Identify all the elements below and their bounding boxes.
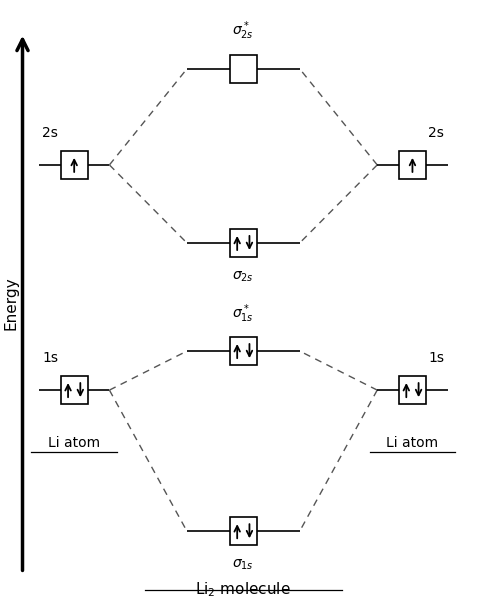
Text: Li atom: Li atom [385, 436, 438, 450]
Text: 1s: 1s [42, 351, 58, 365]
Text: $\sigma_{2s}$: $\sigma_{2s}$ [232, 270, 254, 284]
Bar [60, 151, 88, 178]
Text: Li atom: Li atom [48, 436, 100, 450]
Bar [229, 55, 256, 83]
Text: 2s: 2s [428, 126, 444, 140]
Bar [229, 229, 256, 257]
Bar [398, 151, 425, 178]
Bar [398, 376, 425, 404]
Text: Li$_2$ molecule: Li$_2$ molecule [195, 580, 290, 599]
Bar [60, 376, 88, 404]
Text: 2s: 2s [42, 126, 58, 140]
Text: $\sigma^*_{1s}$: $\sigma^*_{1s}$ [232, 302, 254, 325]
Bar [229, 337, 256, 365]
Text: 1s: 1s [428, 351, 444, 365]
Bar [229, 517, 256, 545]
Text: $\sigma_{1s}$: $\sigma_{1s}$ [232, 558, 254, 572]
Text: Energy: Energy [3, 276, 18, 330]
Text: $\sigma^*_{2s}$: $\sigma^*_{2s}$ [232, 20, 254, 42]
